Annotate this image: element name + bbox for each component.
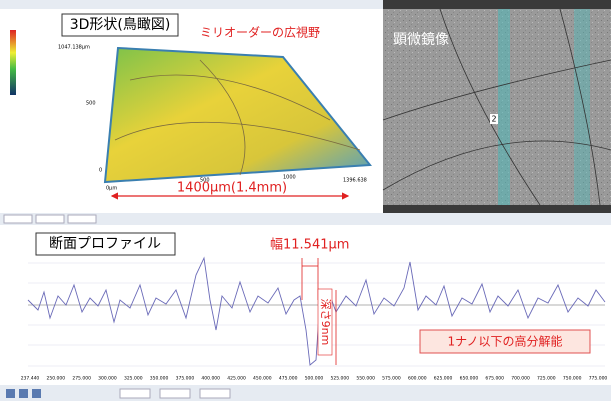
x-tick-label: 500.000	[305, 376, 324, 382]
tool-button[interactable]	[6, 389, 15, 398]
x-tick-label: 475.000	[279, 376, 298, 382]
axis-label: 0	[99, 168, 102, 174]
x-tick-label: 450.000	[253, 376, 272, 382]
width-label: 幅11.541μm	[270, 238, 349, 253]
x-tick-label: 650.000	[460, 376, 479, 382]
resolution-label: 1ナノ以下の高分解能	[447, 334, 562, 349]
x-tick-label: 325.000	[124, 376, 143, 382]
x-tick-label: 350.000	[150, 376, 169, 382]
tab[interactable]	[68, 215, 96, 223]
tab[interactable]	[36, 215, 64, 223]
depth-label: 深さ9nm	[319, 299, 332, 346]
axis-label: 500	[86, 101, 96, 107]
x-tick-label: 425.000	[227, 376, 246, 382]
x-tick-label: 275.000	[72, 376, 91, 382]
x-tick-label: 675.000	[485, 376, 504, 382]
x-tick-label: 600.000	[408, 376, 427, 382]
profile-label: 断面プロファイル	[49, 236, 161, 252]
toolbar	[0, 385, 611, 401]
axis-label: 0μm	[106, 186, 117, 192]
view3d-caption: ミリオーダーの広視野	[200, 25, 320, 40]
microscope-label: 顕微鏡像	[393, 32, 449, 48]
x-tick-label: 625.000	[434, 376, 453, 382]
x-tick-label: 237.440	[21, 376, 40, 382]
panel-toolbar	[0, 0, 383, 9]
scan-band	[574, 9, 590, 205]
x-tick-label: 550.000	[356, 376, 375, 382]
view3d-label: 3D形状(鳥瞰図)	[70, 17, 171, 33]
x-tick-label: 250.000	[47, 376, 66, 382]
x-tick-label: 725.000	[537, 376, 556, 382]
tool-button[interactable]	[160, 389, 190, 398]
tool-button[interactable]	[200, 389, 230, 398]
tool-button[interactable]	[120, 389, 150, 398]
marker: 2	[491, 115, 496, 124]
span-label: 1400μm(1.4mm)	[177, 181, 287, 196]
axis-label: 1396.638	[343, 178, 367, 184]
x-tick-label: 375.000	[176, 376, 195, 382]
x-tick-label: 300.000	[98, 376, 117, 382]
panel-toolbar	[383, 0, 611, 9]
x-tick-label: 750.000	[563, 376, 582, 382]
panel-toolbar	[383, 205, 611, 213]
tool-button[interactable]	[32, 389, 41, 398]
axis-label: 1047.138μm	[58, 45, 90, 51]
x-tick-label: 700.000	[511, 376, 530, 382]
tool-button[interactable]	[19, 389, 28, 398]
tab[interactable]	[4, 215, 32, 223]
colorbar	[10, 30, 16, 95]
x-tick-label: 525.000	[331, 376, 350, 382]
x-tick-label: 775.000	[589, 376, 608, 382]
x-tick-label: 400.000	[201, 376, 220, 382]
scan-band	[498, 9, 510, 205]
screen: 3D形状(鳥瞰図) ミリオーダーの広視野 1047.138μm 500 0 0μ…	[0, 0, 611, 401]
x-tick-label: 575.000	[382, 376, 401, 382]
